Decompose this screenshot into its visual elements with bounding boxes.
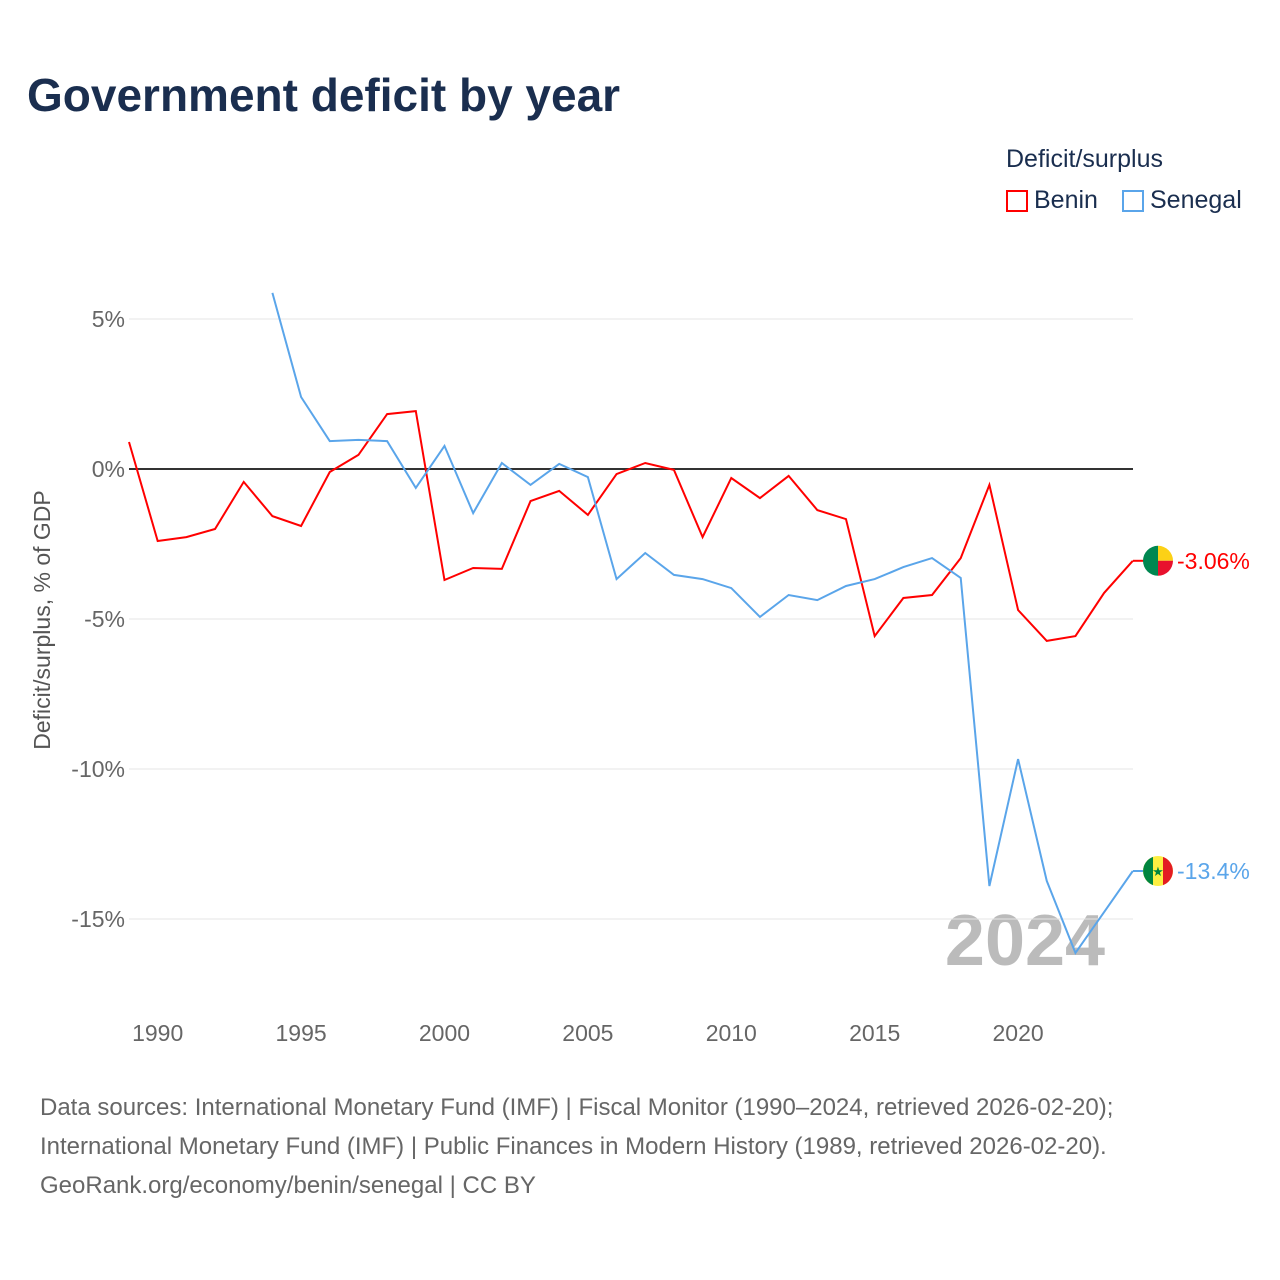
source-line: Data sources: International Monetary Fun… (40, 1094, 1114, 1121)
x-tick-label: 1990 (132, 1020, 183, 1046)
flag-icon-benin (1143, 545, 1174, 576)
flag-icon-senegal: ★ (1143, 856, 1173, 886)
x-tick-label: 2000 (419, 1020, 470, 1046)
flag-star: ★ (1152, 864, 1164, 879)
y-tick-label: -5% (84, 606, 125, 632)
source-line: International Monetary Fund (IMF) | Publ… (40, 1133, 1107, 1160)
legend-title: Deficit/surplus (1006, 145, 1163, 173)
series-line-benin (128, 410, 1134, 642)
flag-part (1143, 856, 1153, 886)
flag-part (1158, 560, 1174, 576)
flag-part (1143, 545, 1158, 576)
legend-swatch-senegal (1122, 189, 1144, 212)
legend-item-benin[interactable]: Benin (1006, 186, 1098, 215)
flag-part (1158, 545, 1173, 561)
y-tick-label: -15% (71, 906, 125, 932)
x-tick-label: 1995 (275, 1020, 326, 1046)
x-tick-label: 2005 (562, 1020, 613, 1046)
legend-label: Benin (1034, 186, 1098, 214)
x-tick-label: 2015 (849, 1020, 900, 1046)
y-tick-label: 5% (92, 306, 125, 332)
x-tick-label: 2020 (992, 1020, 1043, 1046)
x-tick-label: 2010 (706, 1020, 757, 1046)
flag-part (1163, 856, 1173, 886)
chart-title: Government deficit by year (27, 69, 621, 121)
legend-item-senegal[interactable]: Senegal (1122, 186, 1242, 215)
y-axis-label: Deficit/surplus, % of GDP (29, 490, 55, 749)
series-line-senegal (271, 292, 1134, 955)
legend-swatch-benin (1006, 189, 1028, 212)
end-value-label: -3.06% (1177, 548, 1250, 574)
year-watermark: 2024 (945, 901, 1105, 981)
end-value-label: -13.4% (1177, 858, 1250, 884)
legend-label: Senegal (1150, 186, 1242, 214)
source-link[interactable]: GeoRank.org/economy/benin/senegal | CC B… (40, 1172, 536, 1199)
source-text: Data sources: International Monetary Fun… (40, 1088, 1113, 1205)
y-tick-label: 0% (92, 456, 125, 482)
y-tick-label: -10% (71, 756, 125, 782)
